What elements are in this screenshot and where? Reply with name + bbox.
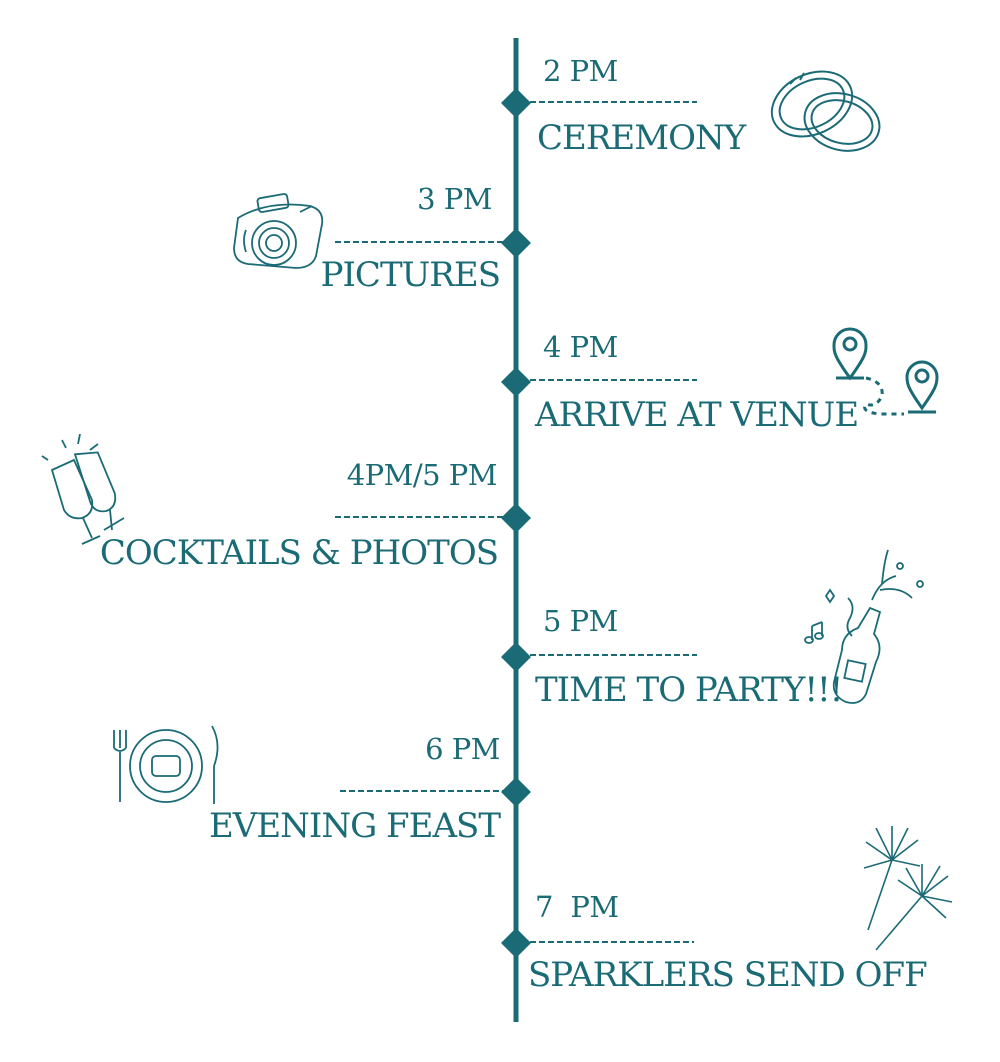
diamond-marker-3 xyxy=(501,367,531,397)
diamond-marker-5 xyxy=(501,642,531,672)
event-6: 6 PM xyxy=(425,732,500,766)
champagne-glasses-icon xyxy=(41,433,125,545)
event-time: 4 PM xyxy=(543,330,618,364)
event-title: EVENING FEAST xyxy=(208,806,501,846)
event-6-title-wrap: EVENING FEAST xyxy=(208,806,501,846)
champagne-bottle-icon xyxy=(804,549,924,704)
event-time: 4PM/5 PM xyxy=(346,458,498,492)
event-1: 2 PM xyxy=(543,54,618,88)
event-4: 4PM/5 PM xyxy=(346,458,498,492)
location-route-icon xyxy=(832,327,939,416)
diamond-marker-4 xyxy=(501,503,531,533)
event-time: 3 PM xyxy=(417,182,492,216)
event-time: 2 PM xyxy=(543,54,618,88)
event-title: ARRIVE AT VENUE xyxy=(535,395,859,435)
event-time: 6 PM xyxy=(425,732,500,766)
event-5: 5 PM xyxy=(543,604,618,638)
event-2: 3 PM xyxy=(417,182,492,216)
event-5-title-wrap: TIME TO PARTY!!! xyxy=(535,670,843,710)
diamond-marker-7 xyxy=(501,928,531,958)
plate-cutlery-icon xyxy=(113,725,219,804)
event-7-title-wrap: SPARKLERS SEND OFF xyxy=(528,955,928,995)
diamond-marker-1 xyxy=(501,88,531,118)
event-title: CEREMONY xyxy=(537,118,746,158)
event-1-title-wrap: CEREMONY xyxy=(537,118,746,158)
wedding-rings-icon xyxy=(770,70,881,152)
event-title: SPARKLERS SEND OFF xyxy=(528,955,928,995)
event-7: 7 PM xyxy=(535,890,619,924)
event-4-title-wrap: COCKTAILS & PHOTOS xyxy=(99,533,499,573)
diamond-marker-6 xyxy=(501,777,531,807)
event-title: TIME TO PARTY!!! xyxy=(535,670,843,710)
event-time: 5 PM xyxy=(543,604,618,638)
event-title: PICTURES xyxy=(320,255,501,295)
event-2-title-wrap: PICTURES xyxy=(320,255,501,295)
camera-icon xyxy=(233,193,324,269)
event-3: 4 PM xyxy=(543,330,618,364)
event-time: 7 PM xyxy=(535,890,619,924)
event-3-title-wrap: ARRIVE AT VENUE xyxy=(535,395,859,435)
event-title: COCKTAILS & PHOTOS xyxy=(99,533,499,573)
sparklers-icon xyxy=(863,826,953,951)
diamond-marker-2 xyxy=(501,228,531,258)
